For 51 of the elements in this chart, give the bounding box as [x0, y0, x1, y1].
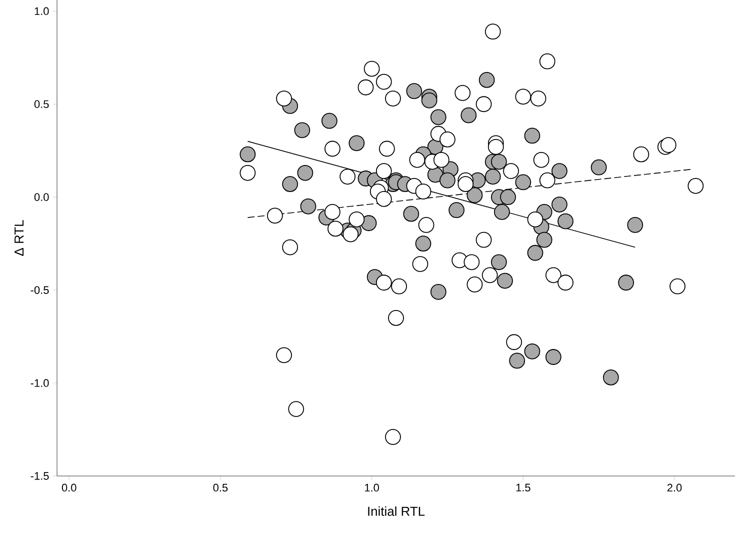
point [466, 187, 483, 204]
point [536, 232, 552, 248]
point [430, 109, 446, 126]
point [490, 154, 507, 170]
point [524, 128, 540, 144]
x-tick-label: 1.5 [516, 484, 530, 492]
y-axis-title: Δ RTL [14, 220, 24, 256]
point [294, 122, 310, 138]
point [494, 204, 510, 220]
point [282, 176, 298, 192]
y-tick-label: -1.5 [30, 472, 49, 480]
point [545, 349, 562, 365]
x-tick-label: 0.5 [213, 484, 228, 492]
point [490, 254, 507, 270]
point [403, 206, 420, 222]
point [602, 370, 619, 386]
point [618, 274, 634, 291]
point [527, 244, 544, 261]
point [460, 107, 477, 124]
point [415, 236, 432, 252]
x-axis-title: Initial RTL [368, 506, 425, 516]
point [497, 272, 513, 289]
point [484, 168, 501, 185]
point [430, 284, 446, 300]
y-tick-label: 1.0 [34, 7, 49, 16]
point [590, 159, 607, 176]
y-tick-label: -1.0 [30, 379, 49, 387]
point [627, 217, 644, 233]
point [240, 146, 256, 162]
point [348, 135, 365, 152]
point [515, 174, 532, 190]
point [478, 72, 495, 88]
point [300, 198, 316, 214]
point [509, 352, 526, 369]
x-tick-label: 2.0 [667, 484, 682, 492]
y-tick-label: 0.5 [34, 100, 49, 108]
point [421, 92, 438, 108]
point [552, 163, 568, 180]
point [448, 202, 464, 218]
y-tick-label: -0.5 [30, 286, 49, 294]
point [500, 189, 516, 206]
point [406, 83, 422, 100]
point [297, 164, 314, 181]
point [440, 172, 456, 188]
point [321, 112, 338, 129]
point [558, 213, 574, 230]
y-tick-label: 0.0 [34, 193, 49, 201]
x-tick-label: 1.0 [365, 484, 379, 492]
point [552, 196, 568, 212]
point [524, 343, 540, 360]
x-tick-label: 0.0 [62, 484, 76, 492]
